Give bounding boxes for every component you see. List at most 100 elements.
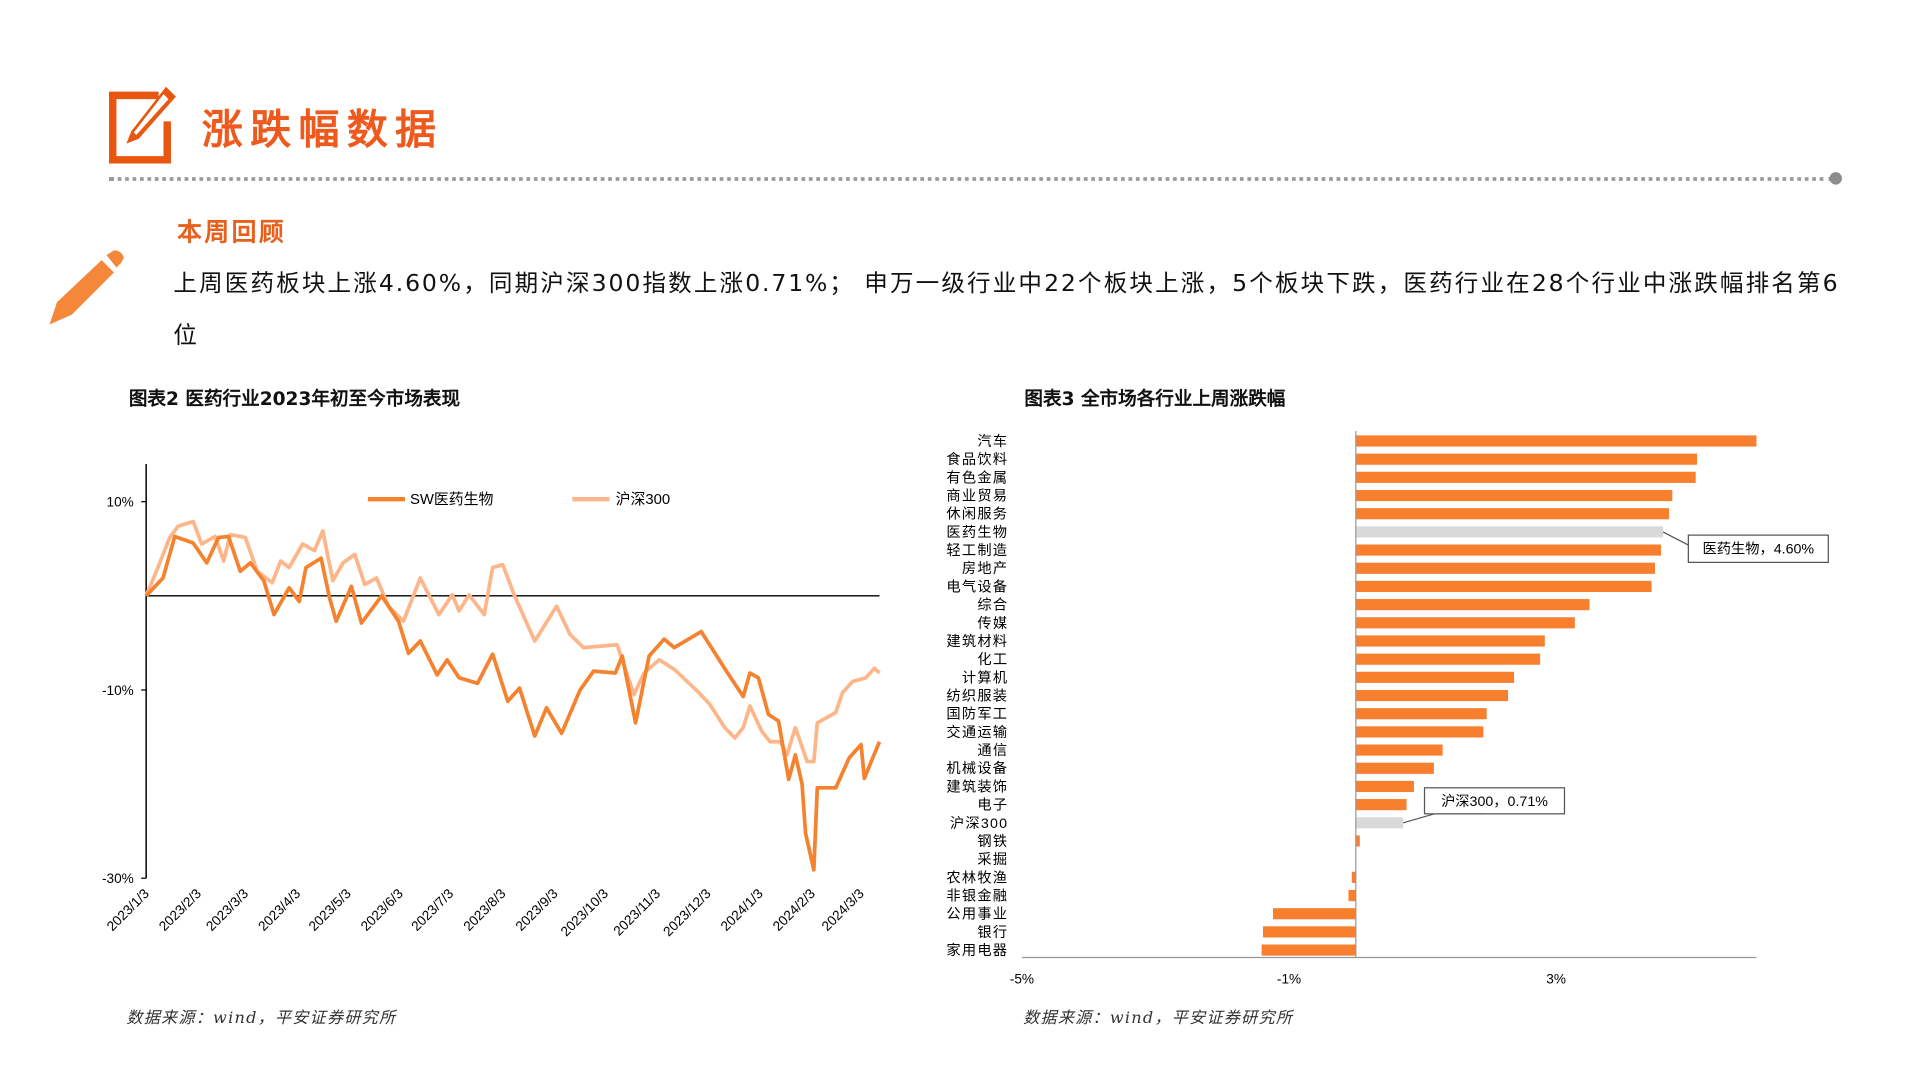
category-label: 非银金融	[946, 887, 1008, 904]
category-label: 医药生物	[946, 524, 1008, 541]
annotation-leader	[1662, 531, 1689, 546]
x-tick-label: 2023/11/3	[611, 886, 664, 939]
x-tick-label: 2023/6/3	[358, 886, 406, 934]
category-label: 电子	[977, 797, 1008, 814]
category-label: 国防军工	[946, 706, 1008, 723]
category-label: 汽车	[977, 433, 1008, 450]
bar-chart: 汽车食品饮料有色金属商业贸易休闲服务医药生物轻工制造房地产电气设备综合传媒建筑材…	[946, 431, 1829, 987]
category-label: 沪深300	[950, 815, 1008, 832]
chart2-source: 数据来源：wind，平安证券研究所	[126, 1009, 397, 1029]
category-label: 建筑装饰	[946, 778, 1008, 795]
category-label: 采掘	[977, 851, 1008, 868]
page-title: 涨跌幅数据	[201, 105, 444, 154]
bar-房地产	[1355, 562, 1655, 574]
bar-汽车	[1355, 435, 1757, 447]
category-label: 传媒	[977, 615, 1008, 632]
category-label: 钢铁	[977, 833, 1008, 850]
bar-传媒	[1355, 617, 1575, 629]
bar-医药生物	[1355, 526, 1663, 538]
bar-银行	[1262, 926, 1356, 938]
annotation-label: 医药生物，4.60%	[1703, 541, 1815, 558]
chart2-title: 图表2 医药行业2023年初至今市场表现	[128, 387, 461, 411]
bar-农林牧渔	[1351, 871, 1356, 883]
category-label: 银行	[977, 924, 1008, 941]
category-label: 有色金属	[946, 469, 1008, 486]
bar-食品饮料	[1355, 453, 1698, 465]
bar-非银金融	[1348, 889, 1356, 902]
category-label: 休闲服务	[946, 506, 1008, 523]
category-label: 家用电器	[946, 942, 1008, 959]
bar-家用电器	[1261, 944, 1356, 956]
category-label: 综合	[977, 597, 1008, 614]
category-label: 通信	[977, 742, 1008, 759]
category-label: 交通运输	[946, 723, 1008, 741]
annotation-leader	[1403, 813, 1484, 824]
bar-计算机	[1355, 671, 1515, 683]
category-label: 建筑材料	[946, 633, 1008, 650]
y-tick-label: -30%	[102, 871, 134, 886]
x-tick-label: -1%	[1277, 972, 1301, 987]
y-tick-label: -10%	[102, 683, 134, 698]
bar-电子	[1355, 799, 1407, 811]
category-label: 公用事业	[946, 906, 1008, 923]
x-tick-label: 2023/2/3	[156, 886, 204, 934]
bar-电气设备	[1355, 580, 1652, 593]
x-tick-label: 2024/3/3	[819, 886, 867, 934]
section-heading: 本周回顾	[177, 216, 287, 247]
series-line-1	[144, 519, 881, 764]
category-label: 化工	[977, 651, 1008, 668]
category-label: 机械设备	[946, 760, 1008, 777]
edit-square-icon	[109, 86, 176, 164]
category-label: 农林牧渔	[946, 869, 1008, 886]
legend-label: SW医药生物	[410, 491, 494, 508]
bar-机械设备	[1355, 762, 1434, 774]
bar-综合	[1355, 599, 1590, 611]
bar-交通运输	[1355, 726, 1484, 738]
x-tick-label: 3%	[1546, 972, 1566, 987]
category-label: 计算机	[962, 669, 1008, 686]
category-label: 电气设备	[946, 578, 1008, 595]
x-tick-label: 2023/8/3	[460, 886, 508, 934]
bar-国防军工	[1355, 708, 1487, 720]
x-tick-label: 2023/4/3	[255, 886, 303, 934]
series-line-0	[144, 534, 882, 872]
x-tick-label: 2023/10/3	[558, 886, 611, 939]
category-label: 房地产	[962, 560, 1008, 577]
x-tick-label: 2023/5/3	[306, 886, 354, 934]
y-tick-label: 10%	[107, 495, 134, 510]
x-tick-label: 2024/2/3	[770, 886, 818, 934]
bar-商业贸易	[1355, 489, 1673, 502]
divider	[109, 177, 1834, 181]
bar-钢铁	[1355, 835, 1360, 847]
category-label: 轻工制造	[946, 542, 1008, 559]
bar-建筑装饰	[1355, 780, 1414, 793]
summary-text: 上周医药板块上涨4.60%，同期沪深300指数上涨0.71%； 申万一级行业中2…	[173, 270, 1840, 350]
bar-休闲服务	[1355, 508, 1669, 520]
category-label: 纺织服装	[946, 687, 1008, 704]
bar-通信	[1355, 744, 1443, 756]
legend-label: 沪深300	[616, 491, 671, 508]
x-tick-label: 2023/12/3	[660, 886, 713, 939]
bar-轻工制造	[1355, 544, 1661, 556]
bar-化工	[1355, 653, 1541, 665]
x-tick-label: -5%	[1010, 972, 1034, 987]
pencil-icon	[49, 250, 124, 325]
x-tick-label: 2023/7/3	[408, 886, 456, 934]
line-chart: 10%-10%-30%2023/1/3 2023/2/3 2023/3/3 2023/…	[102, 464, 882, 939]
chart3-source: 数据来源：wind，平安证券研究所	[1023, 1009, 1294, 1029]
annotation-label: 沪深300，0.71%	[1441, 793, 1548, 810]
annotation-box	[1423, 787, 1566, 815]
category-label: 食品饮料	[946, 451, 1008, 468]
annotation-box	[1687, 534, 1829, 563]
bar-公用事业	[1273, 908, 1356, 920]
bar-纺织服装	[1355, 689, 1509, 702]
divider-end-dot	[1829, 172, 1842, 185]
x-tick-label: 2024/1/3	[718, 886, 766, 934]
chart3-title: 图表3 全市场各行业上周涨跌幅	[1024, 387, 1286, 411]
category-label: 商业贸易	[946, 487, 1008, 504]
bar-建筑材料	[1355, 635, 1545, 647]
bar-沪深300	[1355, 817, 1404, 829]
bar-有色金属	[1355, 471, 1696, 483]
x-tick-label: 2023/9/3	[513, 886, 561, 934]
